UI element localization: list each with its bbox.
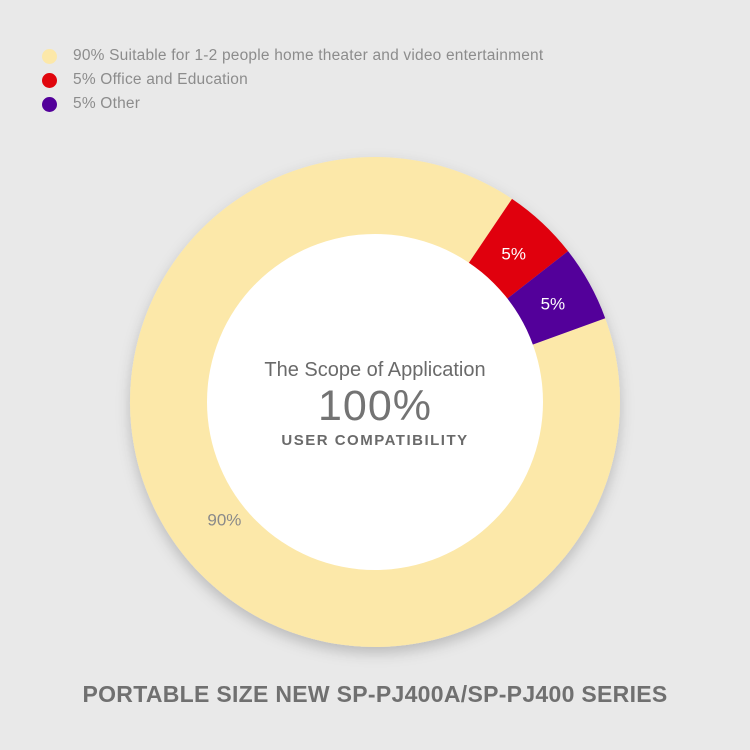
legend-swatch-yellow: [42, 48, 57, 64]
legend-label: 5% Office and Education: [73, 71, 248, 88]
legend-swatch-purple: [42, 96, 57, 112]
center-subtitle: USER COMPATIBILITY: [281, 432, 469, 449]
center-percentage: 100%: [318, 382, 432, 430]
legend-label: 5% Other: [73, 95, 141, 112]
legend-item-other: 5% Other: [42, 92, 543, 116]
legend-swatch-red: [42, 72, 57, 88]
slice-value-label: 5%: [541, 294, 566, 313]
legend-item-office: 5% Office and Education: [42, 68, 543, 92]
center-title: The Scope of Application: [264, 359, 486, 381]
legend-item-home-theater: 90% Suitable for 1-2 people home theater…: [42, 44, 543, 68]
donut-center: [207, 234, 543, 570]
footer-title: PORTABLE SIZE NEW SP-PJ400A/SP-PJ400 SER…: [82, 681, 668, 707]
legend-label: 90% Suitable for 1-2 people home theater…: [73, 47, 544, 64]
slice-labels: 90% 5% 5%: [207, 244, 565, 529]
chart-legend: 90% Suitable for 1-2 people home theater…: [42, 44, 543, 116]
slice-value-label: 5%: [501, 244, 526, 263]
slice-value-label: 90%: [207, 511, 241, 530]
